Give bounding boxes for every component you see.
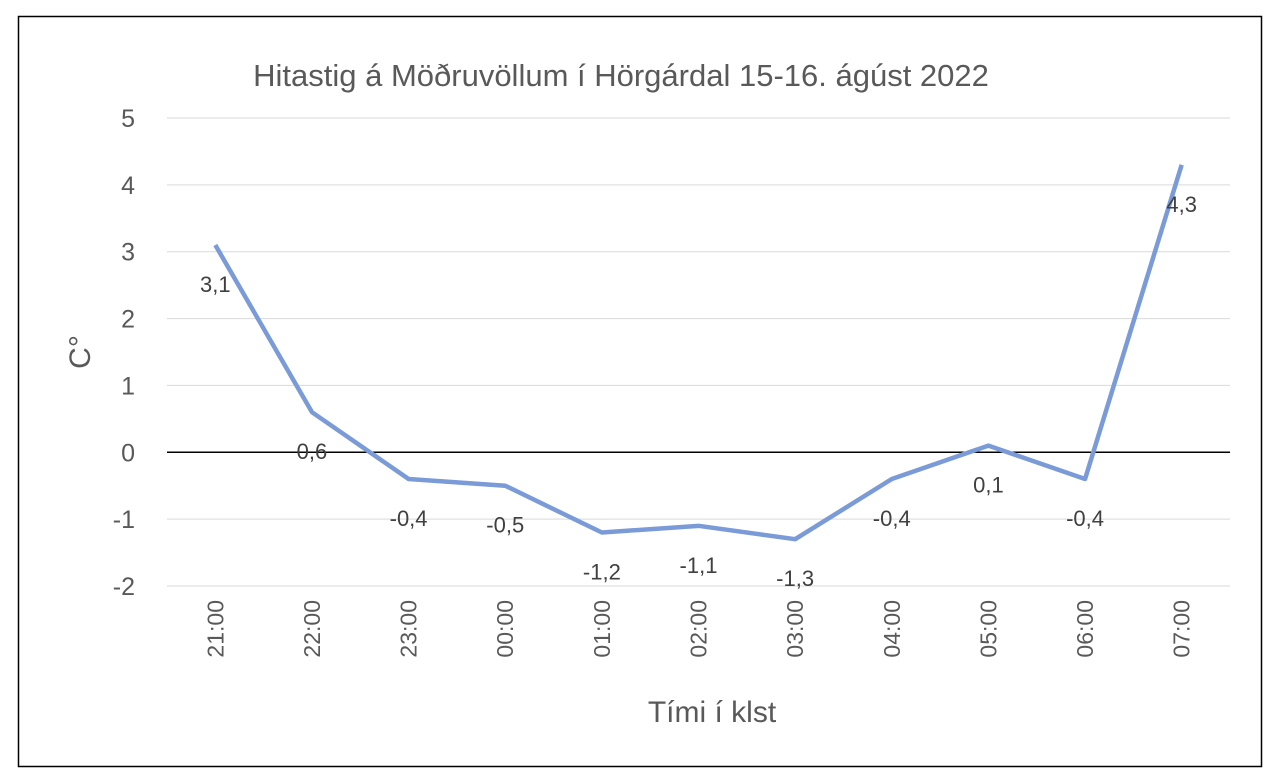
y-tick-label: 4 [121, 172, 135, 200]
x-tick-label: 22:00 [299, 600, 325, 658]
x-tick-label: 01:00 [589, 600, 615, 658]
data-label: -0,4 [1066, 506, 1104, 531]
y-tick-label: -1 [113, 506, 135, 534]
x-tick-label: 06:00 [1072, 600, 1098, 658]
x-tick-label: 00:00 [492, 600, 518, 658]
data-label: -0,5 [486, 513, 524, 538]
data-label: 0,6 [297, 439, 328, 464]
y-tick-label: 3 [121, 239, 135, 267]
x-axis-title: Tími í klst [648, 696, 777, 729]
y-tick-label: 1 [121, 372, 135, 400]
data-label: -1,2 [583, 560, 621, 585]
y-tick-label: -2 [113, 573, 135, 601]
x-tick-label: 07:00 [1169, 600, 1195, 658]
data-label: -1,3 [776, 566, 814, 591]
x-tick-label: 23:00 [396, 600, 422, 658]
y-axis-title: C° [64, 335, 97, 369]
data-label: 3,1 [200, 272, 231, 297]
data-label: -0,4 [873, 506, 911, 531]
data-label: 0,1 [973, 473, 1004, 498]
data-label: -1,1 [680, 553, 718, 578]
x-tick-label: 05:00 [975, 600, 1001, 658]
data-label: -0,4 [390, 506, 428, 531]
y-tick-label: 2 [121, 306, 135, 334]
y-tick-label: 5 [121, 105, 135, 133]
chart-title: Hitastig á Möðruvöllum í Hörgárdal 15-16… [253, 58, 989, 93]
chart-border [17, 15, 1263, 768]
data-label: 4,3 [1166, 192, 1197, 217]
x-tick-label: 21:00 [202, 600, 228, 658]
x-tick-label: 02:00 [686, 600, 712, 658]
x-tick-label: 04:00 [879, 600, 905, 658]
y-tick-label: 0 [121, 439, 135, 467]
x-tick-label: 03:00 [782, 600, 808, 658]
